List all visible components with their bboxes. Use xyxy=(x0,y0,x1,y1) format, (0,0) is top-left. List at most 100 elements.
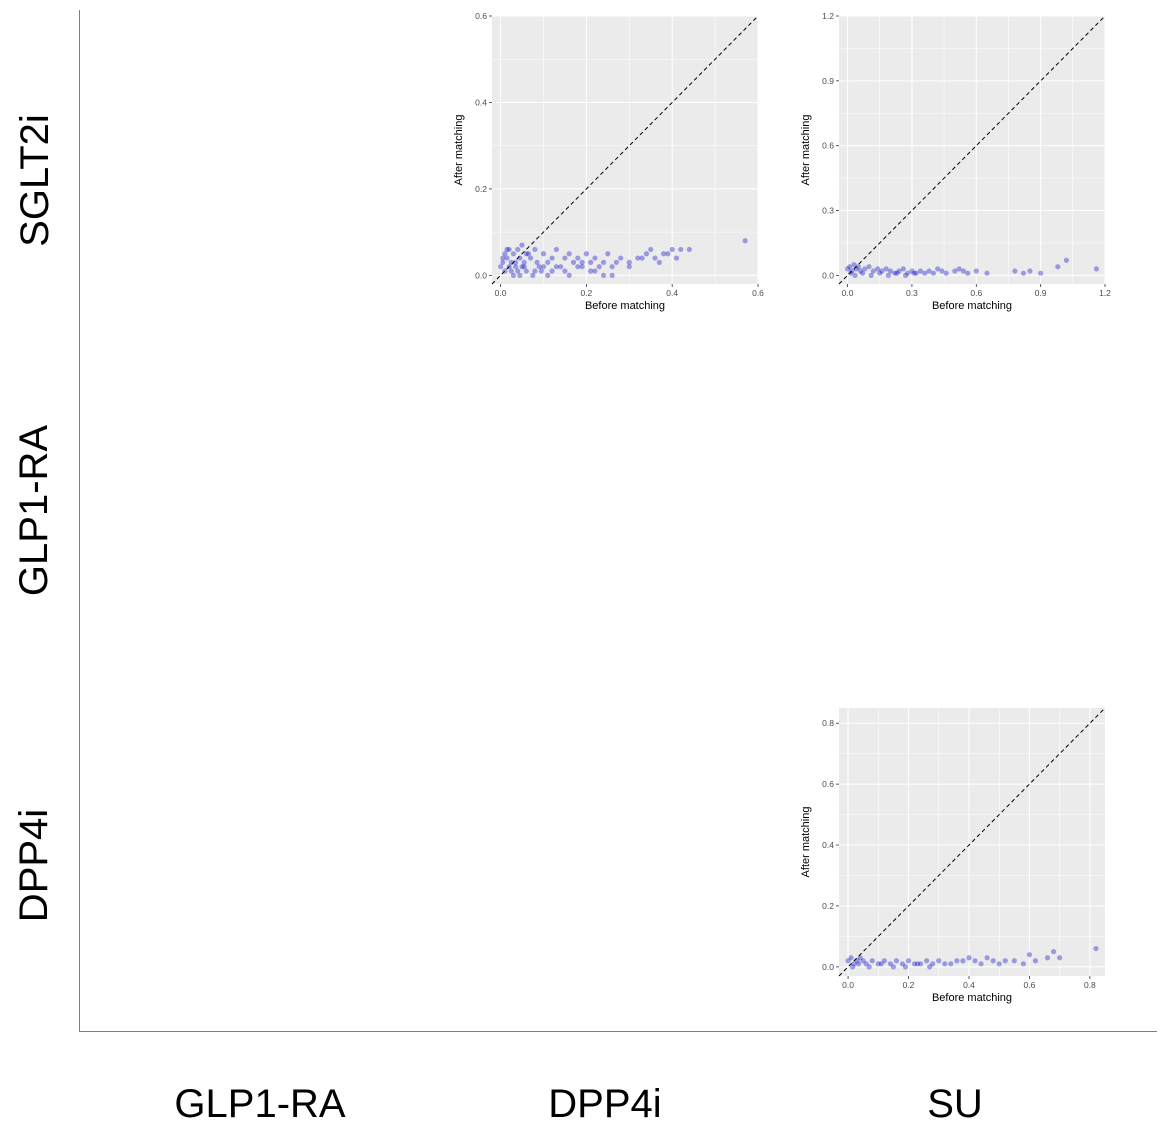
y-tick-label: 0.4 xyxy=(822,840,834,850)
col-label-dpp4i: DPP4i xyxy=(548,1082,662,1126)
y-tick-label: 0.0 xyxy=(475,270,487,280)
data-point xyxy=(566,251,572,257)
data-point xyxy=(973,268,979,274)
data-point xyxy=(996,961,1002,967)
data-point xyxy=(519,264,525,270)
data-point xyxy=(497,264,504,270)
data-point xyxy=(678,246,684,253)
data-point xyxy=(532,246,538,253)
y-tick-label: 0.8 xyxy=(822,718,834,728)
data-point xyxy=(894,270,900,276)
y-tick-label: 0.6 xyxy=(822,779,834,789)
x-tick-label: 0.0 xyxy=(495,288,507,298)
data-point xyxy=(960,958,966,964)
data-point xyxy=(575,255,581,261)
x-tick-label: 0.6 xyxy=(1024,980,1036,990)
x-tick-label: 0.0 xyxy=(842,288,854,298)
data-point xyxy=(592,255,598,261)
data-point xyxy=(860,958,866,964)
data-point xyxy=(924,958,930,964)
data-point xyxy=(881,958,887,964)
data-point xyxy=(1057,955,1063,961)
data-point xyxy=(523,251,529,257)
data-point xyxy=(942,961,948,967)
y-axis-title: After matching xyxy=(800,807,812,878)
data-point xyxy=(1027,268,1033,274)
data-point xyxy=(1038,270,1044,276)
x-tick-label: 0.2 xyxy=(580,288,592,298)
data-point xyxy=(965,270,971,276)
data-point xyxy=(504,246,510,253)
data-point xyxy=(851,261,857,268)
panel-background xyxy=(492,16,758,284)
data-point xyxy=(661,251,667,257)
data-point xyxy=(1051,949,1057,955)
data-point xyxy=(960,268,967,274)
data-point xyxy=(579,264,585,270)
row-label-text: DPP4i xyxy=(12,808,57,922)
data-point xyxy=(596,264,602,270)
col-label-su: SU xyxy=(927,1082,983,1126)
grid-frame-bottom-line xyxy=(79,1031,1157,1032)
data-point xyxy=(1020,961,1026,967)
data-point xyxy=(855,264,861,270)
y-tick-label: 0.2 xyxy=(822,901,834,911)
data-point xyxy=(936,958,942,964)
x-tick-label: 0.4 xyxy=(963,980,975,990)
data-point xyxy=(1032,958,1039,964)
data-point xyxy=(1002,958,1008,964)
data-point xyxy=(643,251,650,257)
scatter-plot: 0.0 0.2 0.4 0.6 0.8 0.0 0.2 0.4 0.6 0.8 Before mat… xyxy=(800,707,1106,1004)
data-point xyxy=(583,251,589,257)
row-label-text: SGLT2i xyxy=(12,113,57,247)
x-tick-label: 0.9 xyxy=(1035,288,1047,298)
y-axis-title: After matching xyxy=(453,115,465,186)
data-point xyxy=(613,259,620,265)
data-point xyxy=(504,255,510,261)
data-point xyxy=(869,958,875,964)
data-point xyxy=(525,251,532,257)
data-point xyxy=(562,268,568,274)
data-point xyxy=(911,270,917,276)
data-point xyxy=(538,268,544,274)
data-point xyxy=(1063,257,1069,263)
data-point xyxy=(866,264,872,270)
data-point xyxy=(922,270,928,276)
data-point xyxy=(848,270,854,276)
data-point xyxy=(1011,958,1017,964)
data-point xyxy=(905,958,912,964)
data-point xyxy=(862,266,868,272)
data-point xyxy=(570,259,577,265)
data-point xyxy=(521,259,527,265)
panel-background xyxy=(839,708,1105,976)
data-point xyxy=(887,961,893,967)
data-point xyxy=(626,264,632,270)
data-point xyxy=(515,246,521,253)
data-point xyxy=(918,961,924,967)
x-tick-label: 0.2 xyxy=(903,980,915,990)
y-tick-label: 0.0 xyxy=(822,962,834,972)
x-tick-label: 0.6 xyxy=(752,288,764,298)
data-point xyxy=(532,268,538,274)
data-point xyxy=(517,272,523,278)
data-point xyxy=(877,270,883,276)
x-axis-title: Before matching xyxy=(932,992,1012,1004)
data-point xyxy=(850,964,856,970)
data-point xyxy=(956,266,962,272)
data-point xyxy=(618,255,624,261)
data-point xyxy=(635,255,641,261)
data-point xyxy=(579,259,585,265)
y-tick-label: 1.2 xyxy=(822,11,834,21)
data-point xyxy=(909,268,915,274)
data-point xyxy=(553,264,559,270)
data-point xyxy=(866,964,872,970)
y-tick-label: 0.0 xyxy=(822,270,834,280)
row-label-dpp4i: DPP4i xyxy=(0,745,70,985)
data-point xyxy=(669,246,675,253)
data-point xyxy=(939,268,945,274)
data-point xyxy=(549,268,555,274)
data-point xyxy=(652,255,658,261)
data-point xyxy=(1055,264,1061,270)
data-point xyxy=(857,955,863,961)
